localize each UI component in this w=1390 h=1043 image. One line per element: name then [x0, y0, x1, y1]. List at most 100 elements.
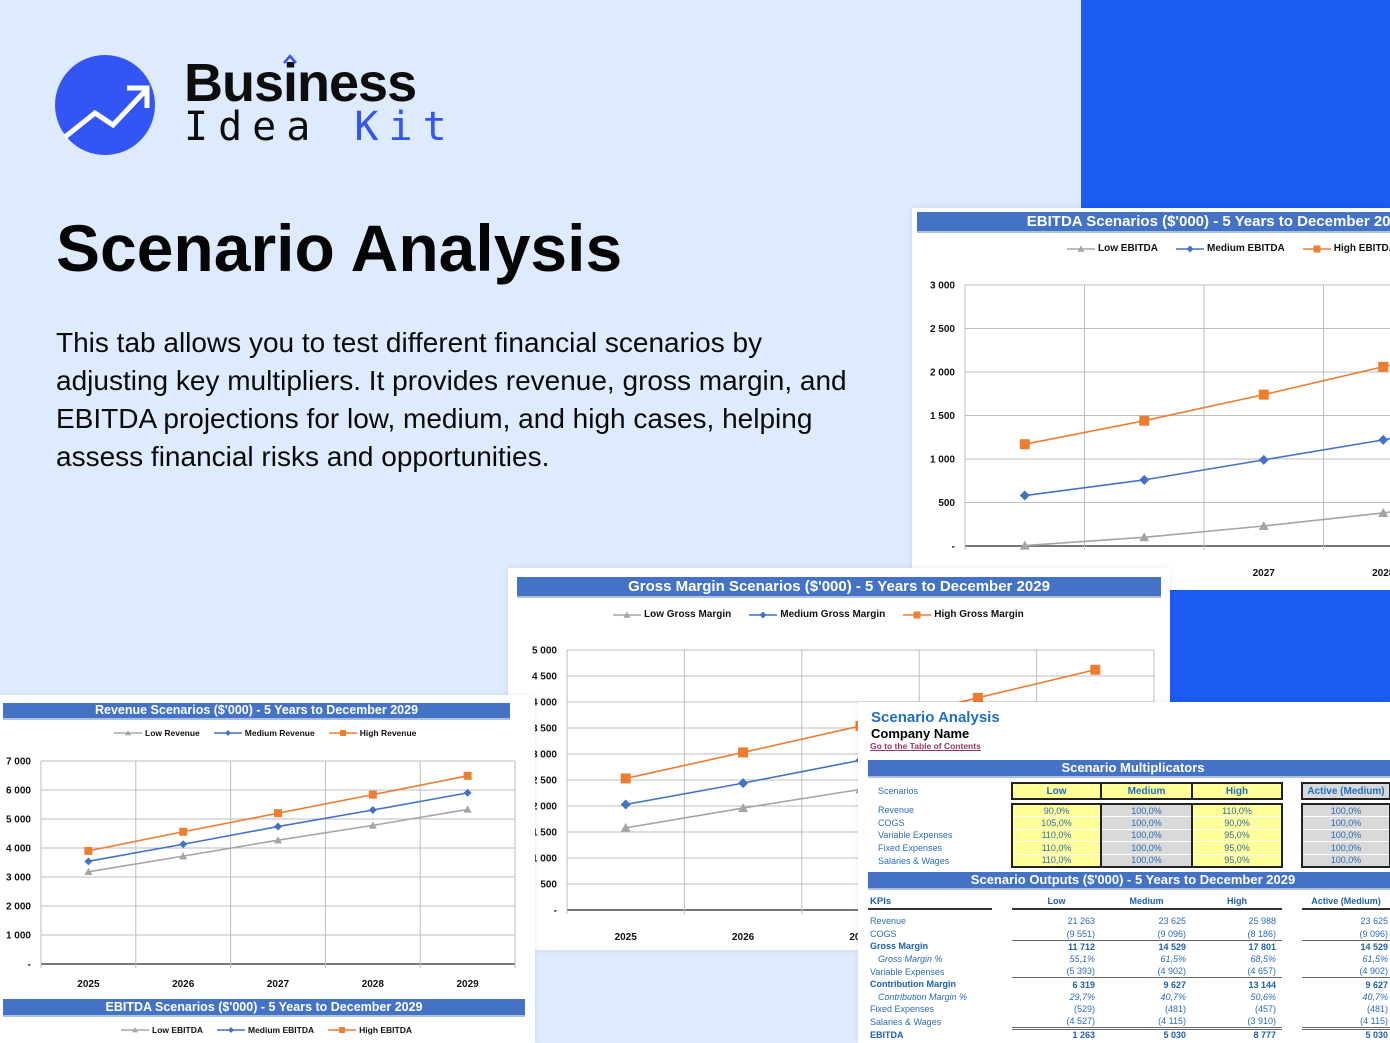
chart-legend: Low Gross Margin Medium Gross Margin High … [613, 609, 1024, 620]
y-tick-label: 2 000 [6, 902, 31, 913]
medium-value: (481) [1164, 1004, 1186, 1015]
ebitda-chart-legend: Low EBITDA Medium EBITDA High EBITDA [121, 1025, 412, 1035]
medium-input[interactable]: 100,0% [1101, 841, 1192, 855]
low-input[interactable]: 105,0% [1011, 816, 1102, 830]
kpi-row: Revenue 21 263 23 625 25 988 23 625 [858, 915, 1390, 928]
y-tick-label: 1 500 [930, 411, 955, 422]
high-input[interactable]: 90,0% [1191, 816, 1283, 830]
kpi-row: Variable Expenses (5 393) (4 902) (4 657… [858, 965, 1390, 979]
medium-value: 61,5% [1160, 954, 1186, 965]
x-tick-label: 2026 [172, 979, 195, 990]
low-value: 55,1% [1069, 954, 1095, 965]
legend-marker [224, 730, 231, 736]
active-value: 5 030 [1365, 1030, 1388, 1041]
kpi-label: Revenue [870, 916, 907, 927]
brand-kit: Kit [354, 104, 457, 150]
active-value: 14 529 [1360, 941, 1388, 952]
data-point [620, 799, 631, 810]
low-input[interactable]: 110,0% [1011, 841, 1102, 855]
medium-input[interactable]: 100,0% [1101, 854, 1192, 868]
high-value: (4 657) [1192, 965, 1282, 979]
active-value: 61,5% [1362, 954, 1388, 965]
data-point [179, 852, 188, 860]
legend-marker [623, 611, 631, 618]
brand-name: Business [184, 53, 417, 113]
y-tick-label: 2 500 [930, 324, 955, 335]
y-tick-label: 3 500 [532, 724, 557, 735]
data-point [1378, 507, 1389, 517]
legend-item: Medium Gross Margin [749, 609, 885, 620]
high-value: 13 144 [1248, 979, 1276, 990]
y-tick-label: 500 [938, 498, 955, 509]
y-tick-label: 1 000 [532, 854, 557, 865]
chart-title: Gross Margin Scenarios ($'000) - 5 Years… [517, 577, 1161, 598]
toc-link[interactable]: Go to the Table of Contents [870, 741, 981, 751]
kpi-label: Contribution Margin [870, 979, 956, 990]
data-point [1378, 434, 1389, 445]
series-line-0 [1024, 511, 1390, 547]
low-input[interactable]: 110,0% [1011, 829, 1102, 843]
data-point [1258, 454, 1269, 465]
high-input[interactable]: 110,0% [1191, 803, 1283, 818]
col-low: Low [1011, 782, 1102, 800]
legend-marker [339, 1027, 346, 1033]
low-value: 29,7% [1069, 991, 1095, 1002]
data-point [1019, 540, 1030, 550]
kpi-row: Contribution Margin 6 319 9 627 13 144 9… [858, 978, 1390, 991]
kpi-row: Gross Margin 11 712 14 529 17 801 14 529 [858, 940, 1390, 953]
x-tick-label: 2027 [267, 979, 290, 990]
x-tick-label: 2027 [1253, 568, 1276, 579]
multiplier-row: Salaries & Wages 110,0% 100,0% 95,0% 100… [858, 854, 1390, 868]
legend-item: High Revenue [328, 728, 417, 738]
x-tick-label: 2028 [362, 979, 385, 990]
active-value: 40,7% [1362, 991, 1388, 1002]
chart-legend: Low Revenue Medium Revenue High Revenue [114, 728, 416, 738]
triangle-marker-icon [613, 611, 641, 618]
chart-title: Revenue Scenarios ($'000) - 5 Years to D… [3, 703, 510, 720]
legend-item: Low EBITDA [121, 1025, 203, 1035]
legend-marker [228, 1027, 234, 1033]
low-value: (5 393) [1012, 965, 1101, 979]
diamond-marker-icon [749, 611, 778, 618]
y-tick-label: 2 000 [532, 802, 557, 813]
legend-label: High Revenue [359, 728, 417, 738]
low-input[interactable]: 90,0% [1011, 803, 1102, 818]
y-tick-label: 500 [540, 880, 557, 891]
kpi-label: EBITDA [870, 1029, 904, 1040]
multiplier-row: Fixed Expenses 110,0% 100,0% 95,0% 100,0… [858, 841, 1390, 855]
medium-value: 9 627 [1163, 979, 1186, 990]
legend-marker [759, 611, 767, 618]
out-col-low: Low [1012, 894, 1101, 910]
data-point [620, 773, 631, 784]
legend-item: High Gross Margin [903, 609, 1024, 620]
high-value: 25 988 [1248, 916, 1276, 927]
medium-input[interactable]: 100,0% [1101, 829, 1192, 843]
legend-label: High Gross Margin [934, 609, 1024, 620]
legend-marker [125, 730, 131, 736]
data-point [179, 840, 188, 849]
row-label: Variable Expenses [878, 830, 953, 841]
high-input[interactable]: 95,0% [1191, 841, 1283, 855]
medium-input[interactable]: 100,0% [1101, 803, 1192, 818]
chart-legend: Low EBITDA Medium EBITDA High EBITDA [1067, 243, 1390, 254]
legend-item: High EBITDA [328, 1025, 412, 1035]
medium-value: 5 030 [1163, 1030, 1186, 1041]
scenarios-label: Scenarios [878, 786, 919, 796]
y-tick-label: 5 000 [532, 646, 557, 657]
brand-subtitle: Idea Kit [184, 104, 457, 150]
medium-input[interactable]: 100,0% [1101, 816, 1192, 830]
outputs-table: KPIs Low Medium High Active (Medium) Rev… [858, 894, 1390, 1041]
kpi-row: Fixed Expenses (529) (481) (457) (481) [858, 1003, 1390, 1016]
company-name: Company Name [871, 726, 970, 741]
kpi-label: Variable Expenses [870, 966, 945, 977]
out-col-medium: Medium [1101, 894, 1192, 910]
high-input[interactable]: 95,0% [1191, 829, 1283, 843]
legend-item: Medium EBITDA [1176, 243, 1285, 254]
legend-item: Low EBITDA [1067, 243, 1158, 254]
out-col-active: Active (Medium) [1302, 894, 1390, 910]
high-value: (457) [1254, 1004, 1276, 1015]
high-input[interactable]: 95,0% [1191, 854, 1283, 868]
legend-item: Low Gross Margin [613, 609, 731, 620]
y-tick-label: 7 000 [6, 757, 31, 768]
low-input[interactable]: 110,0% [1011, 854, 1102, 868]
